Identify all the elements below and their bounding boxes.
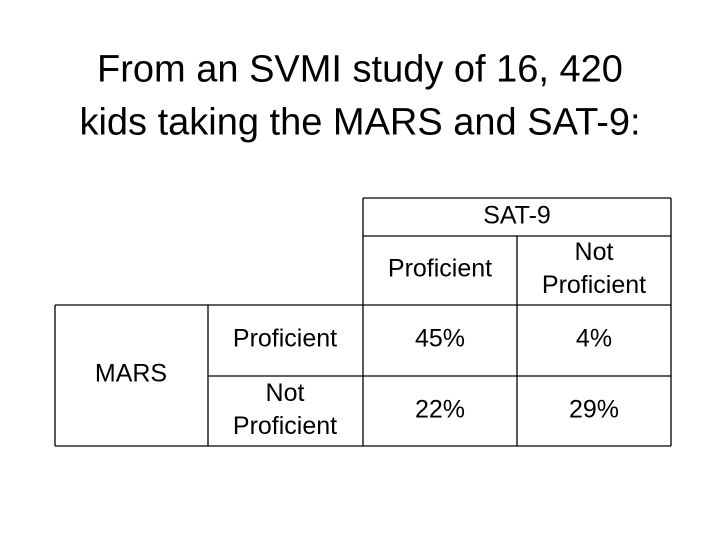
row-header: Proficient (233, 325, 337, 353)
row-header: Not (266, 379, 305, 407)
table-grid (54, 197, 672, 447)
cell-value: 22% (415, 396, 465, 424)
cell-value: 4% (576, 325, 612, 353)
title: From an SVMI study of 16, 420 (97, 49, 623, 91)
row-header: Proficient (233, 412, 337, 440)
column-group-header: SAT-9 (483, 202, 551, 230)
column-header: Proficient (542, 271, 646, 299)
cell-value: 45% (415, 325, 465, 353)
cell-value: 29% (569, 396, 619, 424)
column-header: Proficient (388, 255, 492, 283)
column-header: Not (575, 238, 614, 266)
title: kids taking the MARS and SAT-9: (79, 102, 640, 144)
row-group-header: MARS (95, 360, 167, 388)
